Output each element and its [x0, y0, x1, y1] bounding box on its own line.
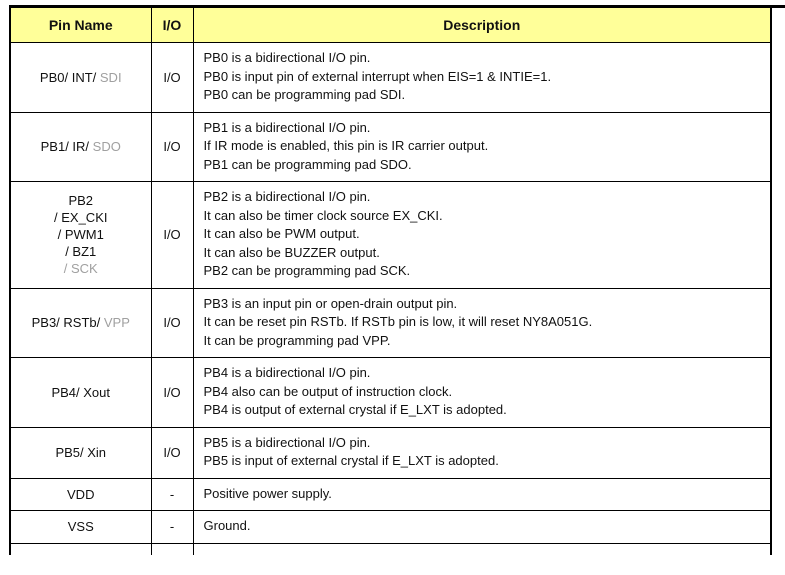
description-line: PB4 also can be output of instruction cl…	[203, 383, 453, 399]
pin-name-cell: PB0/ INT/ SDI	[9, 42, 152, 113]
pin-name-line: VDD	[13, 486, 149, 503]
table-row: PB3/ RSTb/ VPP I/O PB3 is an input pin or …	[9, 287, 772, 358]
pin-name-text: PB2	[68, 193, 94, 209]
pin-name-line: PB2	[13, 192, 149, 209]
pin-name-cell: PB3/ RSTb/ VPP	[9, 287, 152, 358]
pin-name-line: / SCK	[13, 260, 149, 277]
pin-name-cell: VDD	[9, 477, 152, 511]
description-cell: PB0 is a bidirectional I/O pin. PB0 is in…	[192, 42, 772, 113]
description-cell: PB5 is a bidirectional I/O pin. PB5 is in…	[192, 426, 772, 479]
pin-table-body: PB0/ INT/ SDI I/O PB0 is a bidirectional I…	[9, 42, 772, 555]
pin-name-text: VSS	[67, 519, 94, 535]
io-cell: I/O	[150, 287, 194, 358]
pin-name-line: PB3/ RSTb/ VPP	[13, 314, 149, 331]
table-top-rule	[9, 5, 785, 8]
description-line: It can also be PWM output.	[203, 226, 360, 241]
pin-alias-gray: / SCK	[63, 261, 98, 277]
header-io: I/O	[150, 8, 194, 43]
pin-name-text: / EX_CKI	[54, 210, 108, 226]
pin-name-line: PB0/ INT/ SDI	[13, 69, 149, 86]
table-row: VDD - Positive power supply.	[9, 477, 772, 511]
description-line: PB1 is a bidirectional I/O pin.	[203, 119, 371, 135]
pin-name-cell: PB4/ Xout	[9, 357, 152, 428]
pin-name-line: PB1/ IR/ SDO	[13, 138, 149, 155]
io-cell: I/O	[150, 111, 194, 182]
pin-description-table: Pin Name I/O Description PB0/ INT/ SDI I/…	[9, 8, 772, 555]
pin-alias-gray: SDO	[92, 139, 121, 155]
io-cell: I/O	[150, 357, 194, 428]
io-cell: I/O	[150, 181, 194, 289]
description-line: PB0 is a bidirectional I/O pin.	[203, 50, 371, 65]
description-line: PB4 is output of external crystal if E_L…	[203, 402, 507, 417]
description-line: It can be reset pin RSTb. If RSTb pin is…	[203, 314, 593, 329]
table-row: PB1/ IR/ SDO I/O PB1 is a bidirectional I/…	[9, 111, 772, 182]
description-line: PB5 is input of external crystal if E_LX…	[203, 453, 499, 468]
partial-cutoff-row	[9, 542, 772, 555]
pin-name-text: PB3/ RSTb/	[31, 315, 104, 331]
pin-name-line: PB4/ Xout	[13, 384, 149, 401]
pin-name-text: PB0/ INT/	[39, 69, 100, 85]
pin-name-cell: PB1/ IR/ SDO	[9, 111, 152, 182]
pin-name-text: PB1/ IR/	[40, 139, 93, 155]
description-cell: PB3 is an input pin or open-drain output…	[192, 287, 772, 358]
description-cell: Positive power supply.	[192, 477, 772, 511]
io-cell: -	[150, 477, 194, 511]
description-line: It can also be timer clock source EX_CKI…	[203, 207, 443, 223]
description-cell: PB1 is a bidirectional I/O pin. If IR mod…	[192, 111, 772, 182]
description-line: It can be programming pad VPP.	[203, 332, 391, 348]
pin-name-text: / PWM1	[57, 227, 104, 243]
pin-name-cell: VSS	[9, 510, 152, 544]
description-line: PB0 is input pin of external interrupt w…	[203, 68, 552, 84]
header-description: Description	[192, 8, 772, 43]
description-line: Ground.	[203, 518, 251, 533]
table-row: VSS - Ground.	[9, 510, 772, 544]
description-line: PB3 is an input pin or open-drain output…	[203, 295, 458, 311]
pin-name-text: PB4/ Xout	[51, 384, 111, 400]
pin-name-line: / BZ1	[13, 243, 149, 260]
description-line: Positive power supply.	[203, 485, 332, 501]
pin-alias-gray: SDI	[99, 69, 122, 85]
table-row: PB2/ EX_CKI / PWM1/ BZ1/ SCK I/O PB2 is a b…	[9, 181, 772, 289]
description-line: PB2 is a bidirectional I/O pin.	[203, 189, 371, 204]
partial-cell	[9, 542, 152, 555]
pin-name-text: / BZ1	[65, 244, 97, 260]
description-line: PB2 can be programming pad SCK.	[203, 263, 411, 278]
description-line: If IR mode is enabled, this pin is IR ca…	[203, 138, 489, 153]
description-line: PB0 can be programming pad SDI.	[203, 87, 406, 102]
pin-name-line: VSS	[13, 518, 149, 535]
io-cell: I/O	[150, 426, 194, 479]
pin-name-line: / PWM1	[13, 226, 149, 243]
pin-name-cell: PB2/ EX_CKI / PWM1/ BZ1/ SCK	[9, 181, 152, 289]
pin-name-cell: PB5/ Xin	[9, 426, 152, 479]
table-row: PB0/ INT/ SDI I/O PB0 is a bidirectional I…	[9, 42, 772, 113]
description-cell: PB4 is a bidirectional I/O pin. PB4 also …	[192, 357, 772, 428]
description-line: PB1 can be programming pad SDO.	[203, 156, 412, 172]
table-row: PB4/ Xout I/O PB4 is a bidirectional I/O p…	[9, 357, 772, 428]
description-line: PB5 is a bidirectional I/O pin.	[203, 434, 371, 450]
header-pin-name: Pin Name	[9, 8, 152, 43]
partial-cell	[192, 542, 772, 555]
table-header: Pin Name I/O Description	[9, 8, 772, 43]
partial-cell	[150, 542, 194, 555]
description-cell: Ground.	[192, 510, 772, 544]
header-row: Pin Name I/O Description	[9, 8, 772, 43]
description-cell: PB2 is a bidirectional I/O pin. It can al…	[192, 181, 772, 289]
pin-alias-gray: VPP	[103, 315, 130, 331]
description-line: PB4 is a bidirectional I/O pin.	[203, 365, 371, 380]
io-cell: I/O	[150, 42, 194, 113]
pin-name-text: PB5/ Xin	[55, 445, 107, 460]
pin-name-line: / EX_CKI	[13, 209, 149, 226]
io-cell: -	[150, 510, 194, 544]
description-line: It can also be BUZZER output.	[203, 244, 380, 260]
pin-name-text: VDD	[67, 486, 95, 502]
pin-name-line: PB5/ Xin	[13, 444, 149, 461]
table-row: PB5/ Xin I/O PB5 is a bidirectional I/O pi…	[9, 426, 772, 479]
